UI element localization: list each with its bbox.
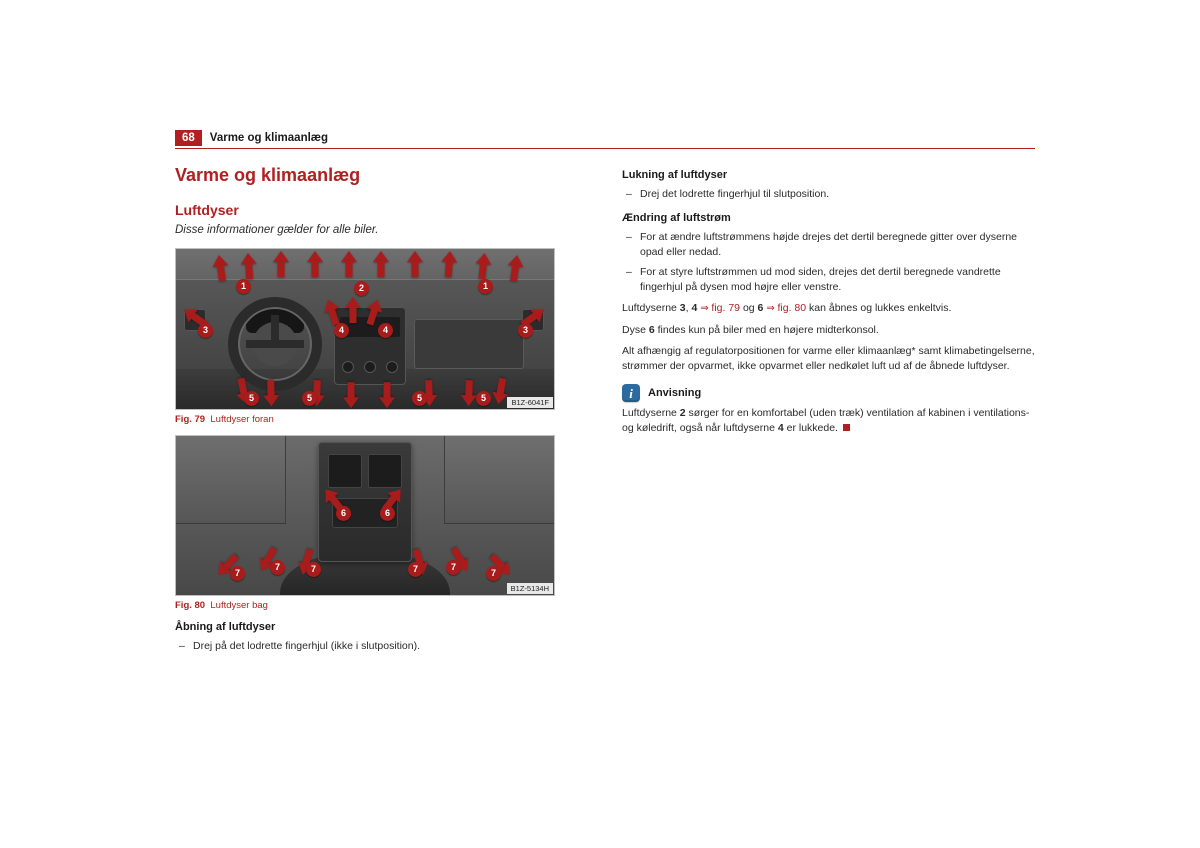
callout-number: 7 <box>408 562 423 577</box>
airflow-arrow-icon <box>475 252 492 279</box>
callout-number: 5 <box>244 391 259 406</box>
paragraph: Luftdyserne 3, 4 ⇒ fig. 79 og 6 ⇒ fig. 8… <box>622 301 1035 317</box>
arrow-icon: ⇒ <box>700 303 711 314</box>
paragraph: Alt afhængig af regulatorpositionen for … <box>622 344 1035 374</box>
list-item: Drej på det lodrette fingerhjul (ikke i … <box>175 639 588 654</box>
list-item: For at ændre luftstrømmens højde drejes … <box>622 230 1035 260</box>
callout-number: 5 <box>412 391 427 406</box>
airflow-arrow-icon <box>380 382 394 408</box>
callout-number: 3 <box>198 323 213 338</box>
callout-number: 7 <box>230 566 245 581</box>
info-icon: i <box>622 384 640 402</box>
running-header: 68 Varme og klimaanlæg <box>175 130 1035 146</box>
callout-number: 6 <box>380 506 395 521</box>
figure-80-caption: Fig. 80 Luftdyser bag <box>175 600 588 611</box>
left-column: Varme og klimaanlæg Luftdyser Disse info… <box>175 165 588 660</box>
callout-number: 5 <box>476 391 491 406</box>
opening-list: Drej på det lodrette fingerhjul (ikke i … <box>175 639 588 654</box>
airflow-arrow-icon <box>342 251 356 277</box>
end-square-icon <box>843 424 850 431</box>
callout-number: 7 <box>270 560 285 575</box>
section-subtitle: Disse informationer gælder for alle bile… <box>175 224 588 236</box>
airflow-arrow-icon <box>274 251 288 277</box>
callout-number: 7 <box>306 562 321 577</box>
fig-ref-80[interactable]: fig. 80 <box>777 302 806 314</box>
note-heading-row: i Anvisning <box>622 384 1035 402</box>
right-column: Lukning af luftdyser Drej det lodrette f… <box>622 165 1035 660</box>
airflow-arrow-icon <box>461 380 476 406</box>
callout-number: 3 <box>518 323 533 338</box>
callout-number: 4 <box>334 323 349 338</box>
header-section-title: Varme og klimaanlæg <box>210 132 328 144</box>
airflow-arrow-icon <box>374 251 388 277</box>
figure-80: 6 6 7 7 7 7 7 7 B1Z-5134H <box>175 435 555 596</box>
airflow-arrow-icon <box>264 380 279 406</box>
page-title: Varme og klimaanlæg <box>175 165 588 186</box>
airflow-arrow-icon <box>241 253 257 280</box>
airflow-arrow-icon <box>441 251 457 278</box>
figure-80-code: B1Z-5134H <box>507 583 553 594</box>
paragraph: Dyse 6 findes kun på biler med en højere… <box>622 323 1035 338</box>
list-item: Drej det lodrette fingerhjul til slutpos… <box>622 187 1035 202</box>
page-number: 68 <box>175 130 202 146</box>
callout-number: 1 <box>478 279 493 294</box>
header-rule <box>175 148 1035 149</box>
subheading-closing: Lukning af luftdyser <box>622 169 1035 181</box>
callout-number: 7 <box>486 566 501 581</box>
fig-ref-79[interactable]: fig. 79 <box>711 302 740 314</box>
airflow-arrow-icon <box>408 251 422 277</box>
airflow-arrow-icon <box>346 297 360 323</box>
airflow-arrow-icon <box>212 254 229 282</box>
airflow-arrow-icon <box>308 251 322 277</box>
list-item: For at styre luftstrømmen ud mod siden, … <box>622 265 1035 295</box>
note-paragraph: Luftdyserne 2 sørger for en komfortabel … <box>622 406 1035 436</box>
airflow-arrow-icon <box>344 382 358 408</box>
callout-number: 7 <box>446 560 461 575</box>
section-heading-luftdyser: Luftdyser <box>175 202 588 218</box>
subheading-opening: Åbning af luftdyser <box>175 621 588 633</box>
callout-number: 1 <box>236 279 251 294</box>
callout-number: 2 <box>354 281 369 296</box>
figure-79-caption: Fig. 79 Luftdyser foran <box>175 414 588 425</box>
closing-list: Drej det lodrette fingerhjul til slutpos… <box>622 187 1035 202</box>
changing-list: For at ændre luftstrømmens højde drejes … <box>622 230 1035 295</box>
figure-79: 1 1 2 3 3 4 4 5 5 5 5 B1Z-6041F <box>175 248 555 410</box>
callout-number: 6 <box>336 506 351 521</box>
figure-79-code: B1Z-6041F <box>507 397 553 408</box>
callout-number: 4 <box>378 323 393 338</box>
subheading-changing: Ændring af luftstrøm <box>622 212 1035 224</box>
note-heading: Anvisning <box>648 387 701 399</box>
callout-number: 5 <box>302 391 317 406</box>
arrow-icon: ⇒ <box>766 303 777 314</box>
